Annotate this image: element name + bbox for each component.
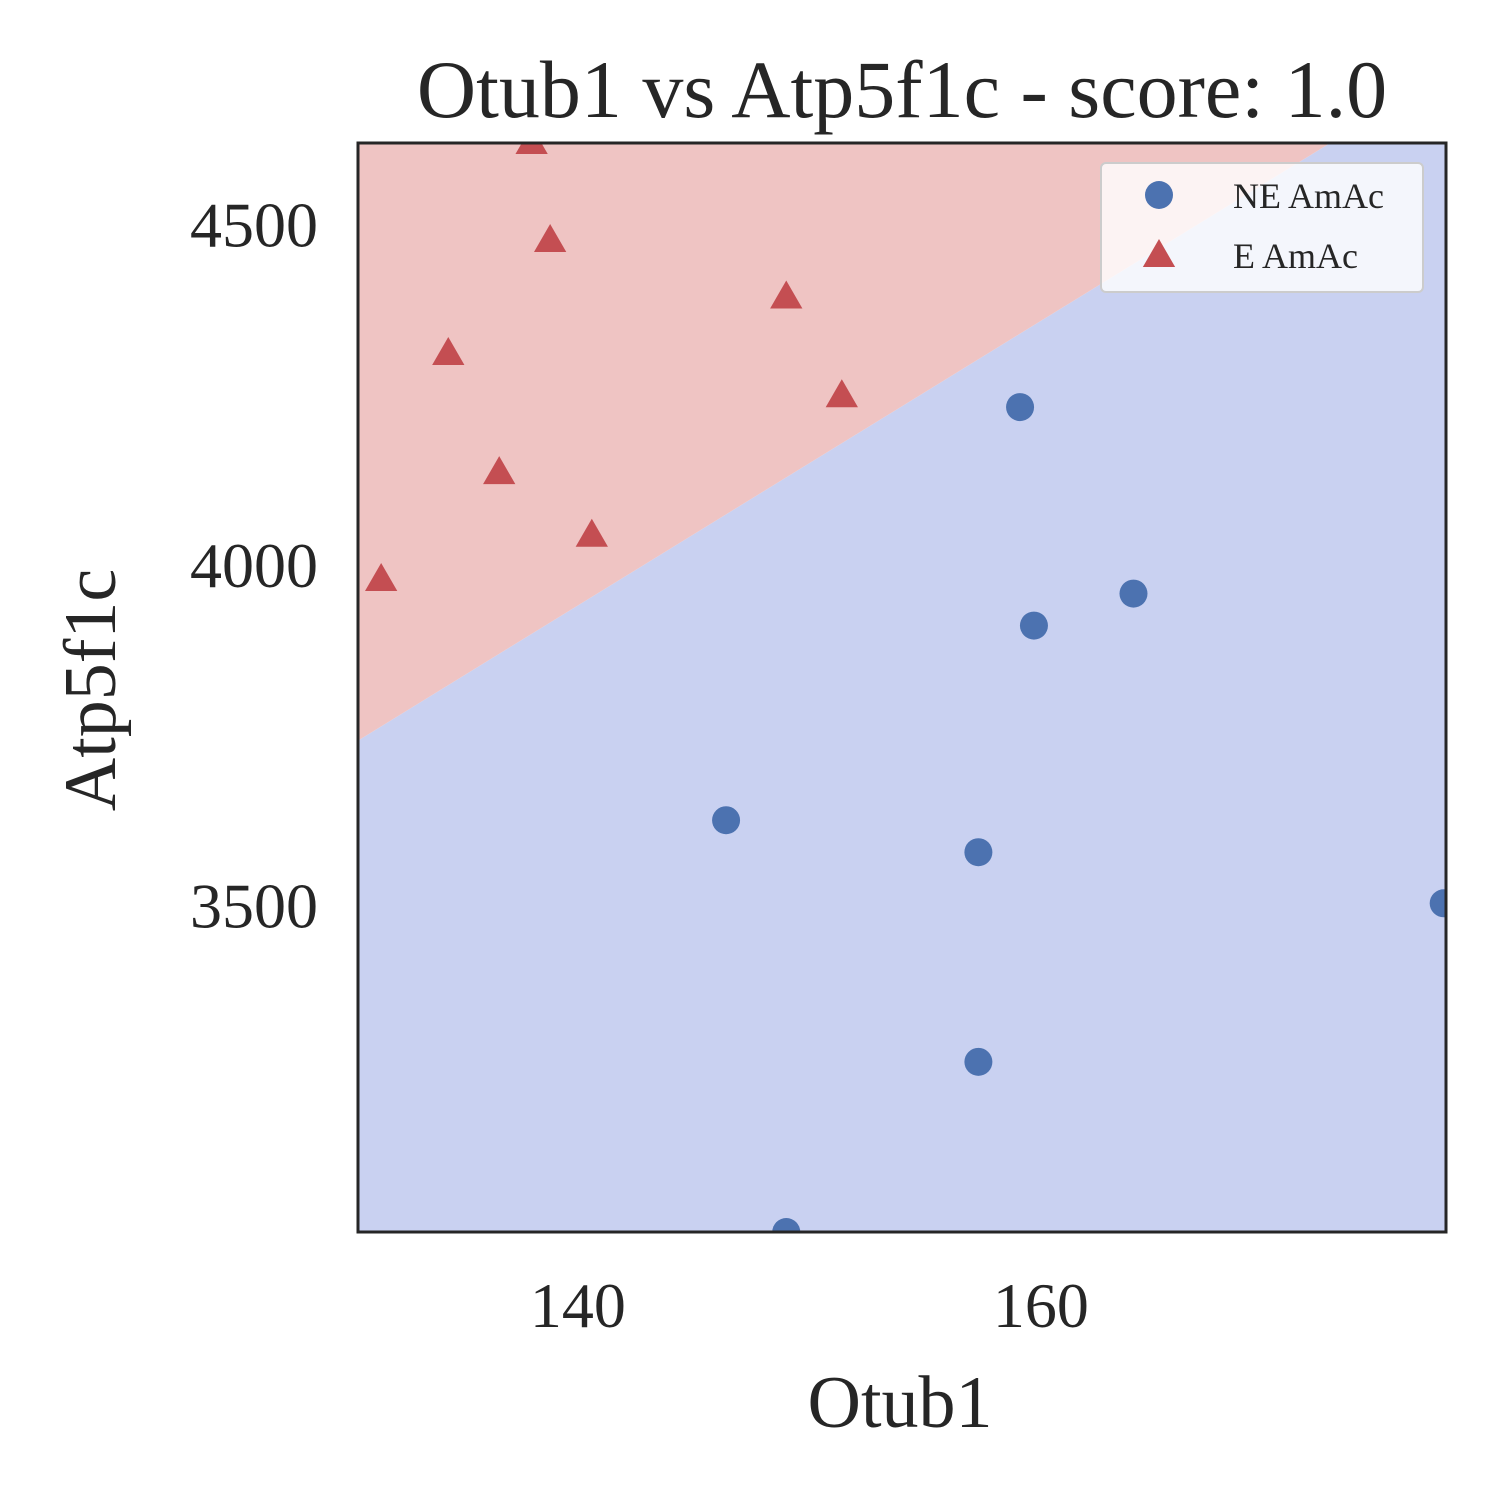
ne-amac-point <box>1119 579 1148 608</box>
chart-title: Otub1 vs Atp5f1c - score: 1.0 <box>417 44 1387 135</box>
e-amac-point <box>533 224 567 253</box>
legend-marker-ne-amac <box>1145 181 1173 209</box>
ne-amac-point <box>772 1218 801 1232</box>
legend-label-e-amac: E AmAc <box>1233 236 1358 276</box>
e-amac-point <box>770 280 803 309</box>
y-tick-label: 4000 <box>190 530 318 601</box>
x-tick-label: 160 <box>993 1270 1089 1341</box>
y-tick-label: 3500 <box>190 870 318 941</box>
ne-amac-point <box>1019 611 1048 640</box>
legend-box <box>1100 162 1424 293</box>
legend-marker-e-amac <box>1142 239 1176 268</box>
decision-regions <box>358 143 1446 1232</box>
e-amac-point <box>432 336 465 366</box>
ne-amac-point <box>964 838 993 867</box>
y-axis-ticks: 3500 4000 4500 <box>190 190 318 942</box>
ne-amac-point <box>964 1047 993 1076</box>
plot-frame <box>356 141 1448 1234</box>
e-amac-point <box>483 456 516 485</box>
y-axis-label: Atp5f1c <box>50 569 132 812</box>
ne-amac-point <box>712 806 741 835</box>
x-axis-label: Otub1 <box>808 1362 993 1444</box>
e-amac-point <box>825 379 858 408</box>
e-amac-point <box>575 518 608 547</box>
x-axis-ticks: 140 160 <box>530 1270 1089 1341</box>
legend-label-ne-amac: NE AmAc <box>1233 176 1384 216</box>
legend: NE AmAc E AmAc <box>1100 162 1424 293</box>
data-points <box>364 143 1446 1232</box>
ne-amac-point <box>1429 889 1446 918</box>
e-amac-point <box>364 562 398 592</box>
region-e-amac <box>358 143 1331 741</box>
region-ne-amac <box>358 143 1446 1232</box>
ne-amac-point <box>1006 393 1035 422</box>
x-tick-label: 140 <box>530 1270 626 1341</box>
e-amac-point <box>515 143 548 155</box>
y-tick-label: 4500 <box>190 190 318 261</box>
